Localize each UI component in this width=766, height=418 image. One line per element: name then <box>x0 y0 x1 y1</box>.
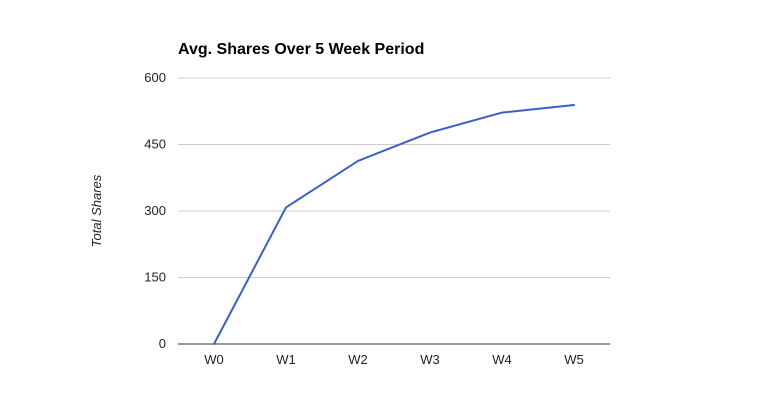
y-tick-label: 600 <box>144 70 166 85</box>
series-lines <box>213 104 575 345</box>
y-axis-ticks: 0 150 300 450 600 <box>144 70 166 351</box>
gridlines <box>178 77 610 278</box>
y-tick-label: 0 <box>159 336 166 351</box>
y-axis-label: Total Shares <box>89 174 104 247</box>
y-tick-label: 300 <box>144 203 166 218</box>
x-tick-label: W0 <box>204 352 224 367</box>
series-line <box>213 104 575 345</box>
y-tick-label: 450 <box>144 137 166 152</box>
x-tick-label: W2 <box>348 352 368 367</box>
y-tick-label: 150 <box>144 270 166 285</box>
x-axis-ticks: W0 W1 W2 W3 W4 W5 <box>204 352 584 367</box>
x-tick-label: W5 <box>564 352 584 367</box>
chart-title: Avg. Shares Over 5 Week Period <box>178 41 424 58</box>
x-tick-label: W1 <box>276 352 296 367</box>
x-tick-label: W4 <box>492 352 512 367</box>
x-tick-label: W3 <box>420 352 440 367</box>
